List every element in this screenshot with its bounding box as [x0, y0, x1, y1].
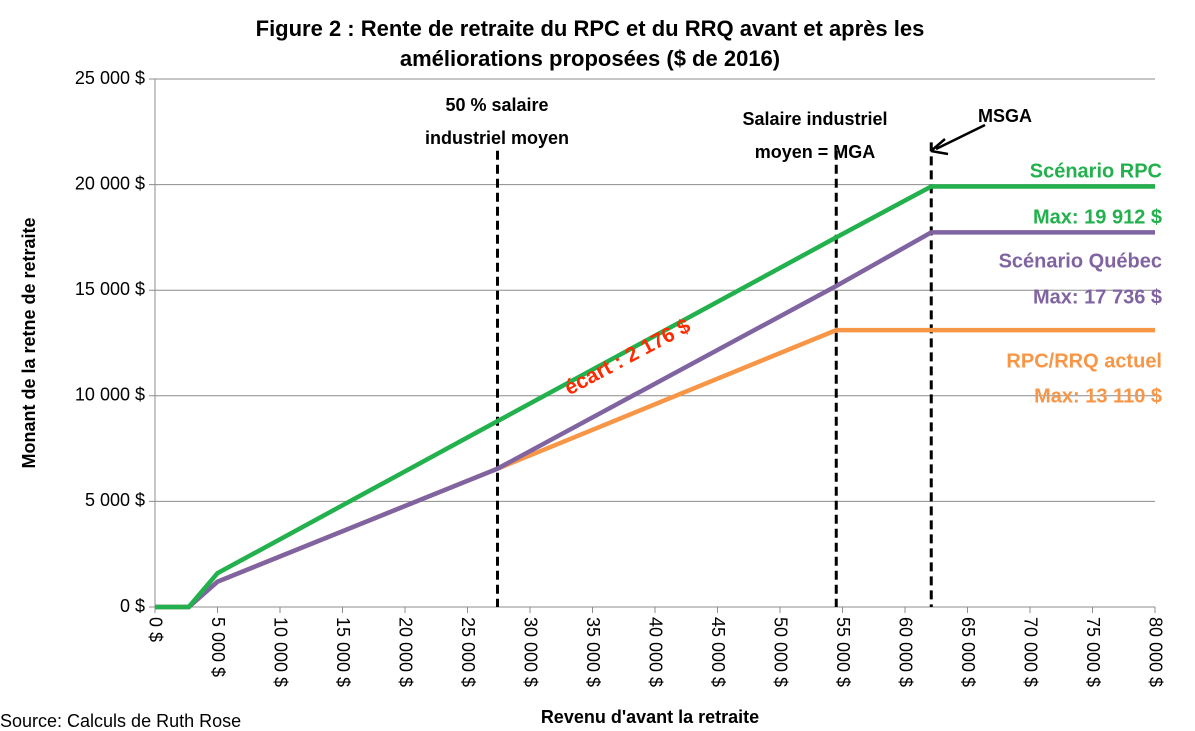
- max-label: Max: 17 736 $: [1033, 286, 1162, 308]
- reference-label: 50 % salaire: [445, 95, 548, 115]
- x-tick-label: 10 000 $: [270, 617, 290, 687]
- x-tick-label: 55 000 $: [833, 617, 853, 687]
- x-tick-label: 15 000 $: [333, 617, 353, 687]
- reference-label: Salaire industriel: [742, 109, 887, 129]
- x-tick-label: 80 000 $: [1145, 617, 1165, 687]
- x-tick-label: 20 000 $: [395, 617, 415, 687]
- reference-label: MSGA: [978, 106, 1032, 126]
- series-line: [155, 327, 1155, 610]
- x-tick-label: 45 000 $: [708, 617, 728, 687]
- y-tick-label: 0 $: [120, 596, 145, 616]
- x-tick-label: 50 000 $: [770, 617, 790, 687]
- gap-annotation: écart : 2 176 $: [561, 314, 695, 400]
- source: Source: Calculs de Ruth Rose: [0, 711, 241, 731]
- y-tick-label: 10 000 $: [75, 385, 145, 405]
- y-tick-label: 25 000 $: [75, 68, 145, 88]
- x-tick-label: 60 000 $: [895, 617, 915, 687]
- chart-title: améliorations proposées ($ de 2016): [400, 46, 780, 71]
- y-axis-label: Monant de la retne de retraite: [19, 217, 39, 468]
- max-label: Max: 19 912 $: [1033, 206, 1162, 228]
- x-tick-label: 75 000 $: [1083, 617, 1103, 687]
- legend-label: Scénario RPC: [1030, 160, 1162, 182]
- reference-label: moyen = MGA: [755, 142, 876, 162]
- series-line: [155, 230, 1155, 610]
- chart-title: Figure 2 : Rente de retraite du RPC et d…: [256, 16, 925, 41]
- y-tick-label: 15 000 $: [75, 279, 145, 299]
- x-tick-label: 25 000 $: [458, 617, 478, 687]
- max-label: Max: 13 110 $: [1034, 385, 1162, 407]
- legend-label: RPC/RRQ actuel: [1006, 350, 1162, 372]
- legend-label: Scénario Québec: [999, 250, 1162, 272]
- x-tick-label: 0 $: [145, 617, 165, 642]
- x-tick-label: 65 000 $: [958, 617, 978, 687]
- arrowhead: [930, 138, 949, 156]
- x-tick-label: 35 000 $: [583, 617, 603, 687]
- series-line: [155, 184, 1155, 610]
- x-axis-label: Revenu d'avant la retraite: [541, 707, 759, 727]
- y-tick-label: 20 000 $: [75, 173, 145, 193]
- x-tick-label: 70 000 $: [1020, 617, 1040, 687]
- reference-label: industriel moyen: [425, 128, 569, 148]
- arrow: [935, 123, 986, 151]
- x-tick-label: 40 000 $: [645, 617, 665, 687]
- y-tick-label: 5 000 $: [85, 490, 145, 510]
- x-tick-label: 30 000 $: [520, 617, 540, 687]
- x-tick-label: 5 000 $: [208, 617, 228, 677]
